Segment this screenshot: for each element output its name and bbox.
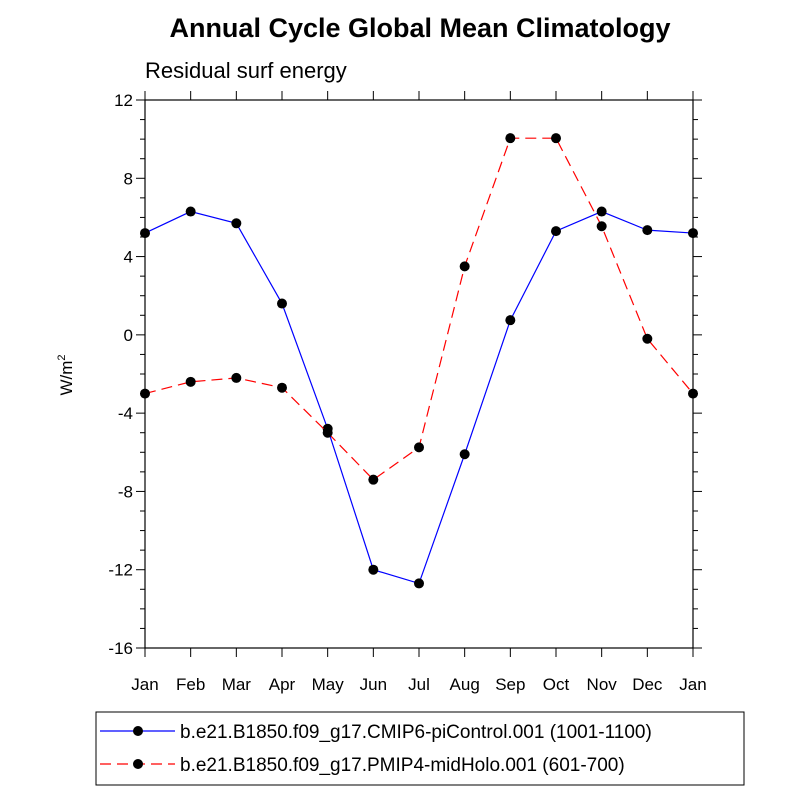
series-2-point — [551, 133, 561, 144]
legend-marker-1 — [133, 726, 143, 736]
series-1-point — [368, 564, 379, 575]
y-axis-label-base: W/m — [57, 361, 76, 396]
x-tick-label: Nov — [587, 675, 618, 694]
x-tick-label: Jun — [360, 675, 387, 694]
y-tick-label: -12 — [108, 561, 133, 580]
series-2-point — [596, 221, 607, 232]
x-tick-label: May — [312, 675, 345, 694]
series-2-point — [231, 372, 242, 383]
legend-label-2: b.e21.B1850.f09_g17.PMIP4-midHolo.001 (6… — [180, 755, 625, 776]
y-tick-label: 12 — [114, 91, 133, 110]
series-2-point — [185, 376, 196, 387]
legend: b.e21.B1850.f09_g17.CMIP6-piControl.001 … — [100, 722, 652, 776]
chart-subtitle: Residual surf energy — [145, 58, 347, 83]
x-tick-label: Apr — [269, 675, 296, 694]
x-tick-label: Jan — [679, 675, 706, 694]
series-2-point — [505, 133, 516, 144]
series-1-point — [185, 206, 196, 217]
axis-ticks: 12 8 4 0 -4 -8 -12 -16 Jan Feb Mar Apr May Jun Jul Aug S… — [108, 91, 707, 694]
x-tick-label: Dec — [632, 675, 663, 694]
x-tick-label: Jan — [131, 675, 158, 694]
y-axis-label-sup: 2 — [56, 354, 68, 360]
series-1-point — [688, 228, 698, 239]
x-tick-label: Sep — [495, 675, 525, 694]
series-2-point — [414, 442, 424, 453]
y-tick-label: -16 — [108, 639, 133, 658]
series-1-point — [596, 206, 607, 217]
series-line-1 — [144, 210, 694, 585]
x-tick-label: Jul — [408, 675, 430, 694]
series-1-point — [140, 228, 150, 239]
series-2-point — [642, 333, 653, 344]
plot-frame — [144, 99, 694, 649]
series-1-point — [459, 449, 470, 460]
y-axis-label: W/m2 — [56, 354, 76, 395]
series-1-point — [642, 225, 653, 236]
y-tick-label: 8 — [124, 169, 133, 188]
y-tick-label: 4 — [124, 248, 133, 267]
legend-marker-2 — [133, 759, 143, 769]
series-1-point — [277, 298, 287, 309]
y-tick-label: 0 — [124, 326, 133, 345]
x-tick-label: Feb — [176, 675, 205, 694]
series-2-point — [368, 474, 379, 485]
series-line-2 — [144, 137, 694, 481]
series-1-point — [505, 315, 516, 326]
chart-title: Annual Cycle Global Mean Climatology — [169, 13, 670, 43]
series-2-point — [140, 388, 150, 399]
series-2-point — [277, 382, 287, 393]
x-tick-label: Oct — [543, 675, 570, 694]
x-tick-label: Aug — [450, 675, 480, 694]
series-1-point — [414, 578, 424, 589]
series-1-point — [551, 226, 561, 237]
legend-label-1: b.e21.B1850.f09_g17.CMIP6-piControl.001 … — [180, 722, 652, 743]
series-1-point — [231, 218, 242, 229]
series-2-point — [322, 427, 333, 438]
series-2-point — [459, 261, 470, 272]
y-tick-label: -4 — [118, 404, 133, 423]
series-2-point — [688, 388, 698, 399]
series-layer — [140, 133, 698, 589]
y-tick-label: -8 — [118, 482, 133, 501]
legend-box — [95, 711, 745, 786]
x-tick-label: Mar — [222, 675, 252, 694]
